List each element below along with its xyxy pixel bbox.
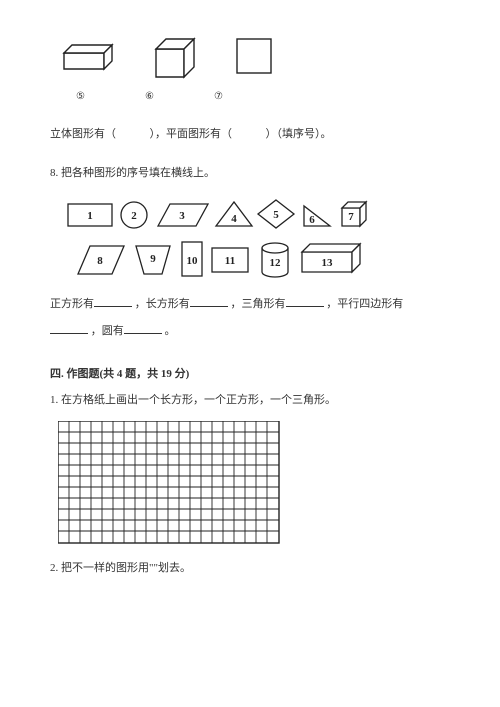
- label-7: ⑦: [214, 87, 223, 106]
- q7-labels-row: ⑤ ⑥ ⑦: [76, 87, 450, 106]
- q8-answers: 正方形有 ，长方形有 ，三角形有 ，平行四边形有: [50, 294, 450, 315]
- q4-2-text: 2. 把不一样的图形用""划去。: [50, 558, 450, 579]
- label-5: ⑤: [76, 87, 85, 106]
- lbl-tri: ，三角形有: [231, 298, 286, 310]
- q7-prefix: 立体图形有（: [50, 128, 116, 140]
- blank: [50, 321, 88, 334]
- svg-text:7: 7: [348, 211, 354, 223]
- q7-shapes-row: [60, 35, 450, 79]
- cuboid-icon: [60, 41, 114, 73]
- svg-text:4: 4: [231, 213, 237, 225]
- grid-paper: [58, 421, 450, 544]
- lbl-square: 正方形有: [50, 298, 94, 310]
- lbl-period: 。: [165, 325, 176, 337]
- svg-text:5: 5: [273, 209, 279, 221]
- label-6: ⑥: [145, 87, 154, 106]
- svg-text:12: 12: [270, 257, 282, 269]
- svg-text:10: 10: [187, 255, 199, 267]
- section4-title: 四. 作图题(共 4 题，共 19 分): [50, 364, 450, 385]
- square-icon: [236, 38, 274, 76]
- lbl-para: ，平行四边形有: [326, 298, 403, 310]
- blank: [124, 321, 162, 334]
- cube-icon: [152, 35, 198, 79]
- svg-text:1: 1: [87, 210, 93, 222]
- svg-text:9: 9: [150, 253, 156, 265]
- q8-title: 8. 把各种图形的序号填在横线上。: [50, 163, 450, 184]
- blank: [286, 294, 324, 307]
- blank: [94, 294, 132, 307]
- q7-mid: ），平面图形有（: [150, 128, 233, 140]
- svg-text:6: 6: [309, 214, 315, 226]
- svg-text:2: 2: [131, 210, 137, 222]
- lbl-circle: ，圆有: [91, 325, 124, 337]
- grid-svg: [58, 421, 280, 544]
- svg-text:13: 13: [322, 257, 334, 269]
- blank: [190, 294, 228, 307]
- q7-text: 立体图形有（ ），平面图形有（ ）（填序号）。: [50, 124, 450, 145]
- lbl-rect: ，长方形有: [135, 298, 190, 310]
- q8-shapes: 1 2 3 4 5 6 7 8 9 10 11 12: [58, 194, 450, 284]
- q4-1-text: 1. 在方格纸上画出一个长方形，一个正方形，一个三角形。: [50, 390, 450, 411]
- svg-text:3: 3: [179, 210, 185, 222]
- q8-svg: 1 2 3 4 5 6 7 8 9 10 11 12: [58, 194, 398, 284]
- svg-text:11: 11: [225, 255, 235, 267]
- q7-end: ）（填序号）。: [266, 128, 332, 140]
- page: { "q7": { "shapes": { "cuboid": {"stroke…: [0, 0, 500, 707]
- svg-text:8: 8: [97, 255, 103, 267]
- q8-answers-2: ，圆有 。: [50, 321, 450, 342]
